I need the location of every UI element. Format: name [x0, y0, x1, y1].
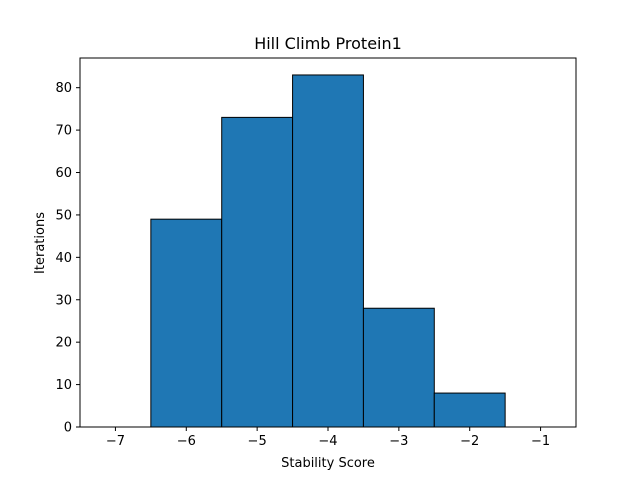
x-axis-label: Stability Score [281, 456, 375, 471]
y-tick-label: 50 [55, 208, 72, 223]
x-tick-label: −7 [106, 434, 125, 449]
y-tick-label: 80 [55, 81, 72, 96]
y-tick-label: 60 [55, 166, 72, 181]
y-axis-label: Iterations [33, 212, 48, 274]
histogram-bar-1 [150, 218, 223, 428]
x-tick-label: −3 [389, 434, 408, 449]
histogram-bar-2 [221, 116, 294, 428]
histogram-bar-5 [433, 392, 506, 428]
y-tick-label: 0 [64, 421, 72, 436]
y-tick-label: 30 [55, 293, 72, 308]
histogram-bar-3 [292, 74, 364, 428]
bars-group [150, 74, 506, 428]
y-tick-label: 40 [55, 251, 72, 266]
y-tick-label: 70 [55, 124, 72, 139]
y-tick-label: 20 [55, 336, 72, 351]
x-tick-label: −6 [177, 434, 196, 449]
histogram-bar-4 [362, 307, 435, 428]
x-tick-label: −2 [460, 434, 479, 449]
x-tick-label: −4 [318, 434, 337, 449]
x-tick-label: −1 [531, 434, 550, 449]
chart-title: Hill Climb Protein1 [254, 34, 402, 53]
y-tick-label: 10 [55, 378, 72, 393]
x-tick-label: −5 [248, 434, 267, 449]
x-axis-ticks: −7 −6 −5 −4 −3 −2 −1 [106, 427, 550, 449]
y-axis-ticks: 0 10 20 30 40 50 60 70 80 [55, 81, 80, 436]
